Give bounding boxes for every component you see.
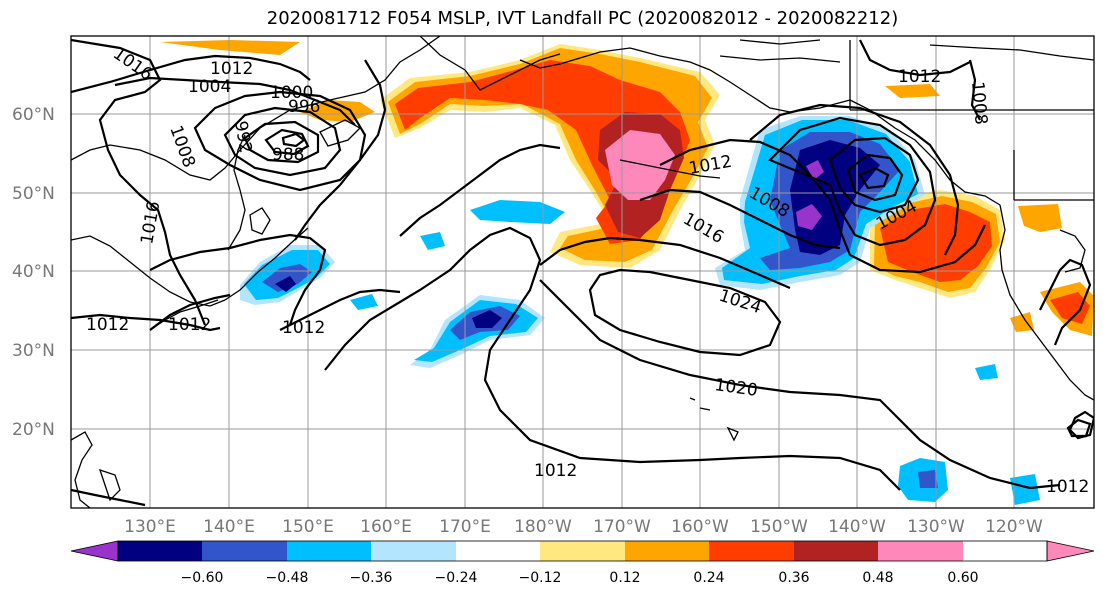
colorbar-segment	[625, 541, 709, 561]
contour-label: 1012	[1046, 477, 1089, 497]
colorbar-tick: 0.60	[947, 570, 978, 586]
contour-label: 1012	[534, 461, 577, 481]
lon-label: 120°W	[985, 517, 1043, 537]
lon-label: 160°E	[360, 517, 412, 537]
contour-label: 1012	[168, 315, 211, 335]
colorbar-segment	[456, 541, 540, 561]
colorbar-tick: 0.36	[778, 570, 809, 586]
colorbar-segment	[878, 541, 963, 561]
colorbar-segment	[202, 541, 287, 561]
colorbar-segment	[540, 541, 625, 561]
map-panel: 1016 1012 1004 1000 996 992 988 1008 101…	[71, 36, 1094, 508]
colorbar-tick: −0.48	[266, 570, 309, 586]
contour-label: 1004	[188, 77, 231, 97]
map-frame	[70, 35, 1095, 509]
lon-label: 140°E	[203, 517, 255, 537]
colorbar-segment	[794, 541, 878, 561]
lat-label: 60°N	[12, 105, 55, 125]
lon-label: 170°E	[439, 517, 491, 537]
contour-label: 1000	[270, 83, 313, 103]
colorbar: −0.60 −0.48 −0.36 −0.24 −0.12 0.12 0.24 …	[70, 540, 1095, 586]
lat-label: 20°N	[12, 420, 55, 440]
mslp-contours	[71, 38, 1094, 507]
coastlines	[71, 36, 1094, 508]
colorbar-ticks: −0.60 −0.48 −0.36 −0.24 −0.12 0.12 0.24 …	[181, 570, 979, 586]
lon-label: 130°W	[907, 517, 965, 537]
colorbar-tick: 0.12	[609, 570, 640, 586]
colorbar-tick: −0.36	[350, 570, 393, 586]
colorbar-extend-right	[1046, 540, 1095, 562]
colorbar-frame	[117, 540, 1048, 562]
map-title: 2020081712 F054 MSLP, IVT Landfall PC (2…	[266, 8, 899, 29]
colorbar-segment	[287, 541, 371, 561]
lon-label: 140°W	[828, 517, 886, 537]
colorbar-tick: −0.12	[519, 570, 562, 586]
contour-label: 1012	[282, 318, 325, 338]
lon-label: 150°W	[750, 517, 808, 537]
contour-label: 1012	[898, 67, 941, 87]
contour-label: 1012	[86, 315, 129, 335]
colorbar-segment	[709, 541, 794, 561]
colorbar-tick: 0.48	[862, 570, 893, 586]
colorbar-segment	[118, 541, 202, 561]
colorbar-extend-left	[70, 540, 119, 562]
colorbar-tick: −0.60	[181, 570, 224, 586]
colorbar-segment	[371, 541, 456, 561]
positive-ivt-shading	[160, 40, 1094, 336]
lon-label: 170°W	[593, 517, 651, 537]
lon-label: 150°E	[282, 517, 334, 537]
contour-label: 988	[272, 145, 304, 165]
lat-label: 50°N	[12, 184, 55, 204]
contour-label: 996	[288, 97, 320, 117]
contour-label: 1012	[210, 59, 253, 79]
lat-label: 40°N	[12, 262, 55, 282]
colorbar-tick: −0.24	[435, 570, 478, 586]
colorbar-tick: 0.24	[693, 570, 724, 586]
lat-label: 30°N	[12, 341, 55, 361]
latitude-labels: 60°N 50°N 40°N 30°N 20°N	[12, 105, 55, 440]
contour-label: 1008	[967, 81, 991, 126]
lon-label: 160°W	[671, 517, 729, 537]
lon-label: 180°W	[514, 517, 572, 537]
longitude-labels: 130°E 140°E 150°E 160°E 170°E 180°W 170°…	[124, 517, 1043, 537]
lon-label: 130°E	[124, 517, 176, 537]
